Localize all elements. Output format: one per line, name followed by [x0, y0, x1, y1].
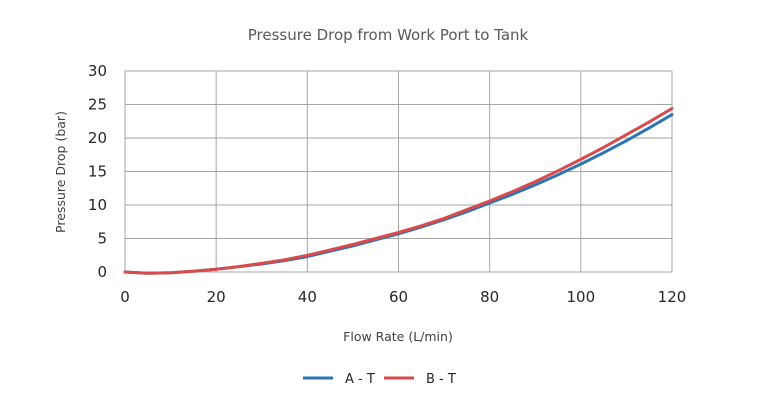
y-tick-label: 10: [88, 196, 107, 214]
x-tick-label: 100: [567, 288, 596, 306]
x-tick-label: 80: [480, 288, 499, 306]
y-tick-label: 20: [88, 129, 107, 147]
series-line-1: [123, 107, 674, 275]
y-tick-label: 5: [97, 230, 107, 248]
legend-label-1: B - T: [426, 372, 456, 387]
y-tick-label: 30: [88, 62, 107, 80]
y-tick-label: 0: [97, 263, 107, 281]
legend-label-0: A - T: [345, 372, 375, 387]
series-lines: [123, 107, 674, 275]
x-tick-label: 40: [298, 288, 317, 306]
x-tick-label: 60: [389, 288, 408, 306]
y-tick-label: 15: [88, 163, 107, 181]
x-tick-label: 120: [658, 288, 687, 306]
x-tick-label: 0: [120, 288, 130, 306]
y-tick-label: 25: [88, 96, 107, 114]
tick-labels: 0 5 10 15 20 25 30 0 20 40 60 80 100 120: [88, 62, 686, 306]
grid-lines: [124, 70, 673, 273]
chart-title: Pressure Drop from Work Port to Tank: [248, 26, 529, 44]
x-tick-label: 20: [207, 288, 226, 306]
y-axis-label: Pressure Drop (bar): [53, 111, 68, 233]
x-axis-label: Flow Rate (L/min): [343, 329, 453, 344]
